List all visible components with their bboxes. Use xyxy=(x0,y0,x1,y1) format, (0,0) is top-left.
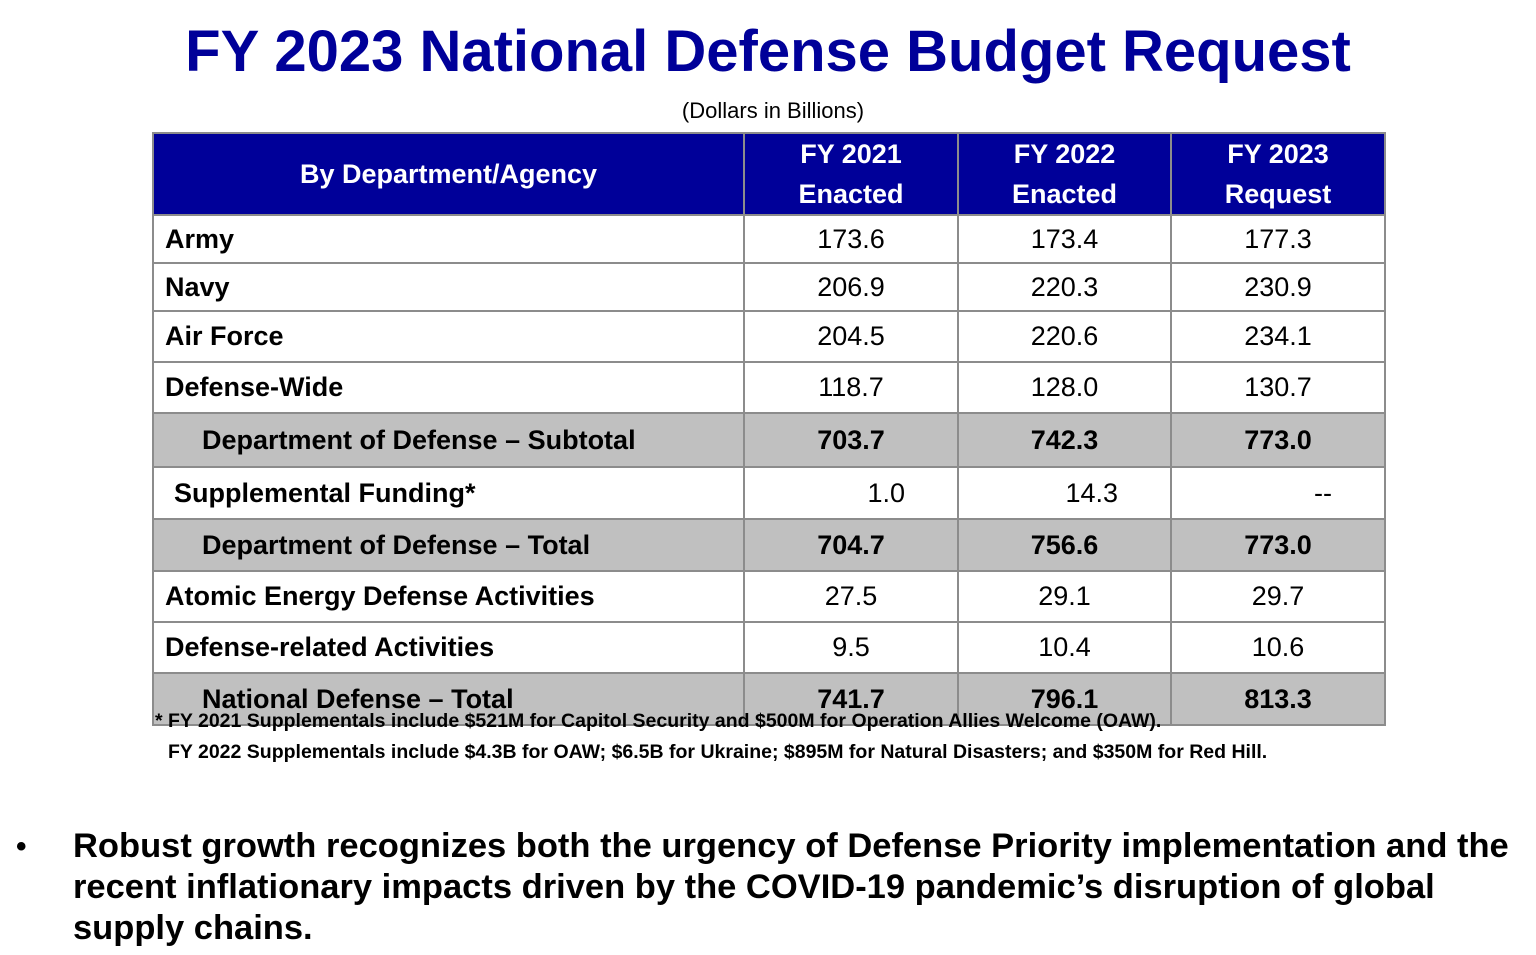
header-fy2021-status: Enacted xyxy=(798,179,904,209)
cell-fy2023: 773.0 xyxy=(1170,412,1386,468)
row-label: Army xyxy=(152,214,745,264)
table-row: Air Force 204.5 220.6 234.1 xyxy=(152,310,1386,363)
table-row: Department of Defense – Subtotal 703.7 742… xyxy=(152,412,1386,468)
cell-fy2021: 204.5 xyxy=(743,310,959,363)
header-fy2022-year: FY 2022 xyxy=(1013,139,1116,169)
header-fy2021-year: FY 2021 xyxy=(800,139,902,169)
table-row: Department of Defense – Total 704.7 756.6 7… xyxy=(152,518,1386,572)
header-fy2021: FY 2021 Enacted xyxy=(743,132,959,216)
cell-fy2022: 173.4 xyxy=(957,214,1172,264)
footnote-fy2022: FY 2022 Supplementals include $4.3B for … xyxy=(168,741,1268,763)
row-label: Defense-Wide xyxy=(152,361,745,414)
row-label: National Defense – Total xyxy=(152,672,745,726)
cell-fy2021: 173.6 xyxy=(743,214,959,264)
cell-fy2023: 130.7 xyxy=(1170,361,1386,414)
row-label: Supplemental Funding* xyxy=(152,466,745,520)
header-fy2023-year: FY 2023 xyxy=(1227,139,1329,169)
cell-fy2023: -- xyxy=(1170,466,1386,520)
header-department-label: By Department/Agency xyxy=(299,159,598,189)
table-row: Defense-Wide 118.7 128.0 130.7 xyxy=(152,361,1386,414)
table-row: Atomic Energy Defense Activities 27.5 29.1… xyxy=(152,570,1386,623)
row-label: Defense-related Activities xyxy=(152,621,745,674)
cell-fy2021: 27.5 xyxy=(743,570,959,623)
table-row: Supplemental Funding* 1.0 14.3 -- xyxy=(152,466,1386,520)
cell-fy2022: 742.3 xyxy=(957,412,1172,468)
cell-fy2022: 796.1 xyxy=(957,672,1172,726)
table-row: Army 173.6 173.4 177.3 xyxy=(152,214,1386,264)
cell-fy2021: 741.7 xyxy=(743,672,959,726)
cell-fy2023: 234.1 xyxy=(1170,310,1386,363)
cell-fy2022: 29.1 xyxy=(957,570,1172,623)
cell-fy2021: 206.9 xyxy=(743,262,959,312)
row-label: Department of Defense – Total xyxy=(152,518,745,572)
table-header-row: By Department/Agency FY 2021 Enacted FY … xyxy=(152,132,1386,216)
cell-fy2022: 220.6 xyxy=(957,310,1172,363)
row-label: Department of Defense – Subtotal xyxy=(152,412,745,468)
table-row: Defense-related Activities 9.5 10.4 10.6 xyxy=(152,621,1386,674)
cell-fy2021: 1.0 xyxy=(743,466,959,520)
header-fy2023: FY 2023 Request xyxy=(1170,132,1386,216)
cell-fy2023: 773.0 xyxy=(1170,518,1386,572)
cell-fy2023: 177.3 xyxy=(1170,214,1386,264)
cell-fy2022: 10.4 xyxy=(957,621,1172,674)
bullet-text: Robust growth recognizes both the urgenc… xyxy=(73,827,1509,947)
page-title: FY 2023 National Defense Budget Request xyxy=(185,19,1351,84)
cell-fy2023: 10.6 xyxy=(1170,621,1386,674)
table-row: Navy 206.9 220.3 230.9 xyxy=(152,262,1386,312)
row-label: Air Force xyxy=(152,310,745,363)
units-subtitle: (Dollars in Billions) xyxy=(681,98,865,123)
cell-fy2023: 230.9 xyxy=(1170,262,1386,312)
header-fy2022: FY 2022 Enacted xyxy=(957,132,1172,216)
header-fy2022-status: Enacted xyxy=(1011,179,1118,209)
cell-fy2021: 118.7 xyxy=(743,361,959,414)
cell-fy2021: 703.7 xyxy=(743,412,959,468)
cell-fy2023: 29.7 xyxy=(1170,570,1386,623)
cell-fy2021: 704.7 xyxy=(743,518,959,572)
row-label: Navy xyxy=(152,262,745,312)
table-body: Army 173.6 173.4 177.3 Navy 206.9 220.3 230.9 Ai… xyxy=(152,214,1386,726)
footnote-fy2021: * FY 2021 Supplementals include $521M fo… xyxy=(155,710,1162,732)
budget-table: By Department/Agency FY 2021 Enacted FY … xyxy=(152,132,1386,726)
header-department: By Department/Agency xyxy=(152,132,745,216)
table-row: National Defense – Total 741.7 796.1 813.3 xyxy=(152,672,1386,726)
row-label: Atomic Energy Defense Activities xyxy=(152,570,745,623)
cell-fy2022: 128.0 xyxy=(957,361,1172,414)
cell-fy2022: 220.3 xyxy=(957,262,1172,312)
cell-fy2023: 813.3 xyxy=(1170,672,1386,726)
bullet-marker-icon: • xyxy=(16,830,27,863)
cell-fy2022: 756.6 xyxy=(957,518,1172,572)
cell-fy2021: 9.5 xyxy=(743,621,959,674)
header-fy2023-status: Request xyxy=(1224,179,1332,209)
cell-fy2022: 14.3 xyxy=(957,466,1172,520)
